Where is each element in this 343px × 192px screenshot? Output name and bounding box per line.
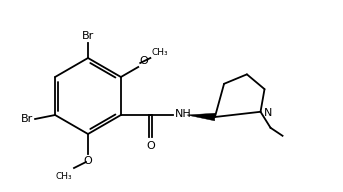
Text: CH₃: CH₃ [55,172,72,181]
Text: O: O [146,141,155,151]
Text: CH₃: CH₃ [151,48,168,57]
Text: Br: Br [21,114,33,124]
Text: N: N [263,108,272,118]
Text: O: O [139,56,148,66]
Text: NH: NH [175,109,192,119]
Text: Br: Br [82,31,94,41]
Text: O: O [84,156,92,166]
Polygon shape [187,113,215,121]
